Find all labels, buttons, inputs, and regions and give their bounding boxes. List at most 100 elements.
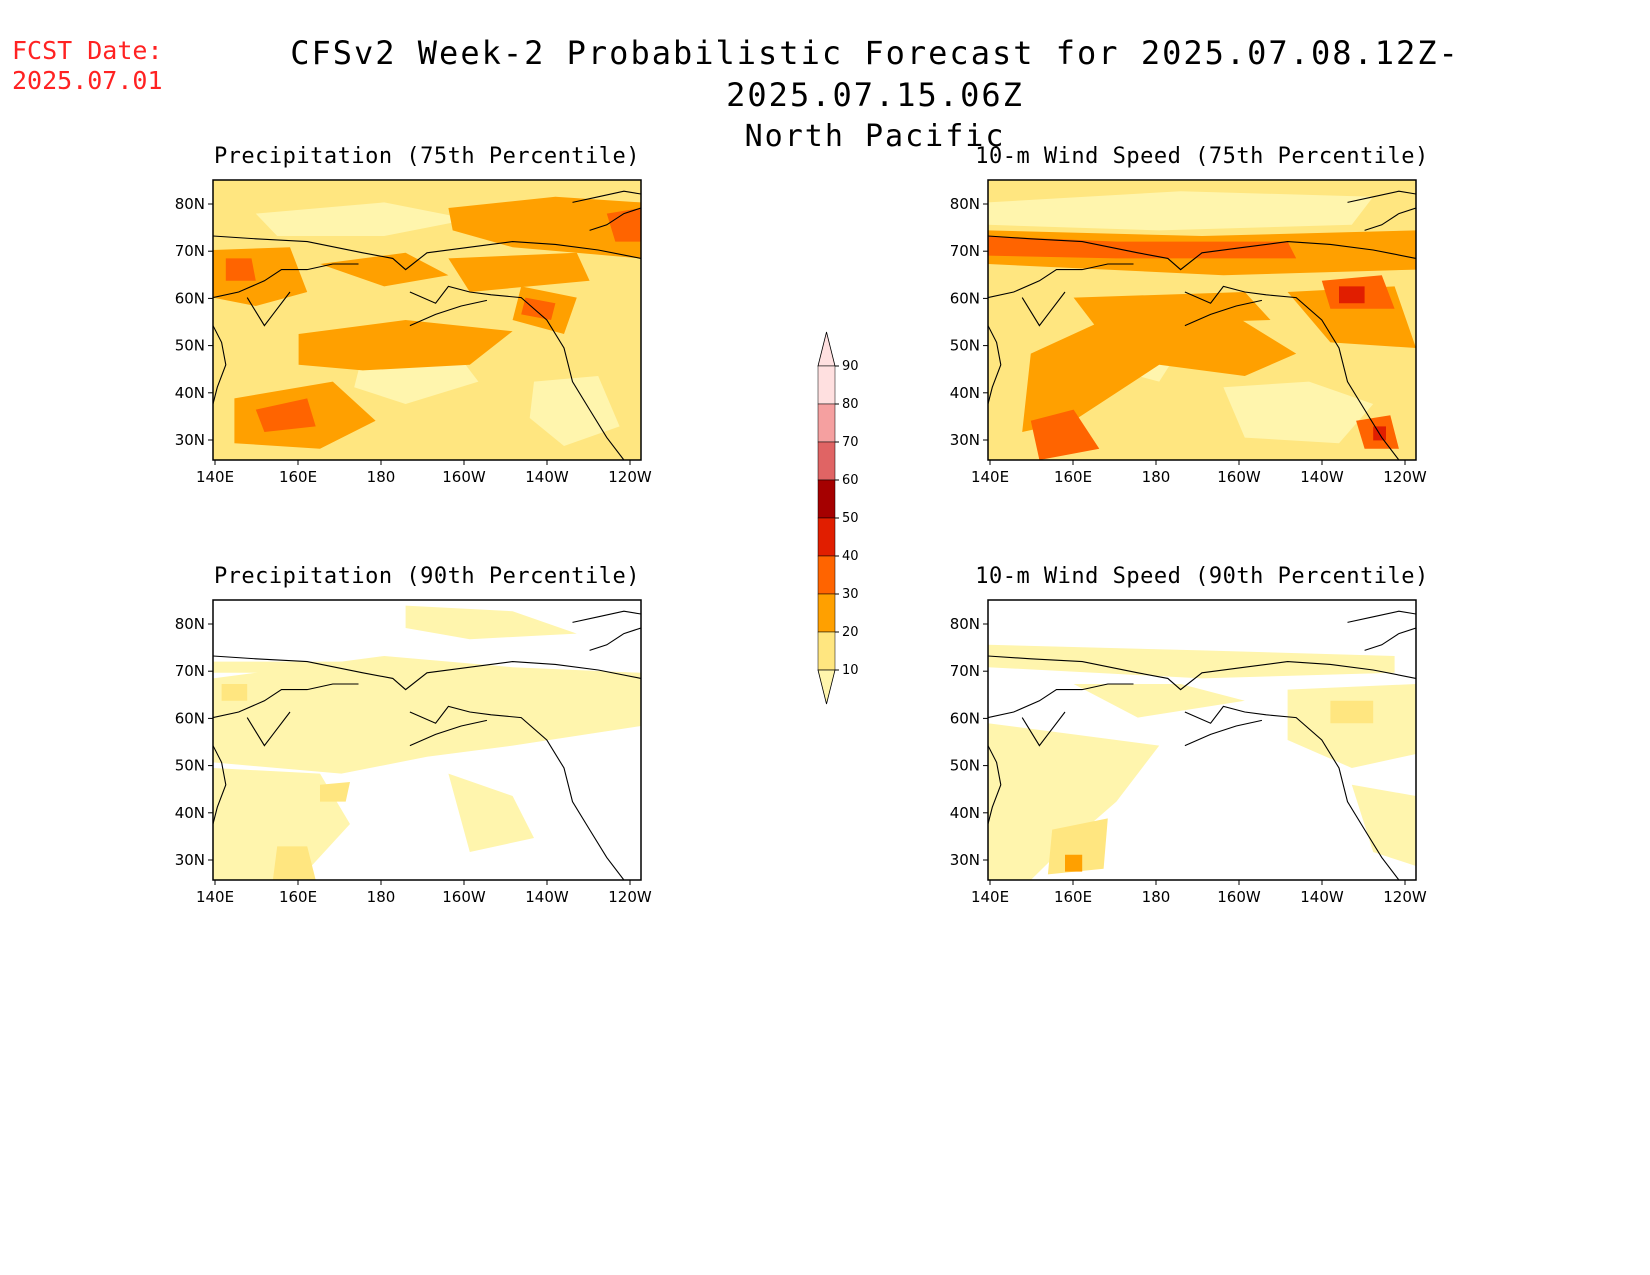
lat-tick-label: 60N bbox=[175, 289, 205, 307]
map-frame bbox=[212, 599, 642, 881]
coastline bbox=[409, 299, 488, 327]
probability-contour bbox=[1223, 381, 1374, 444]
probability-contour bbox=[1330, 700, 1374, 724]
lon-tick-label: 180 bbox=[367, 468, 396, 486]
coastline bbox=[988, 235, 1416, 271]
fcst-date-value: 2025.07.01 bbox=[12, 66, 163, 95]
coastline bbox=[213, 745, 227, 825]
colorbar-segment bbox=[817, 593, 836, 633]
colorbar-label: 40 bbox=[842, 549, 859, 564]
probability-contour bbox=[988, 723, 1160, 880]
colorbar-label: 50 bbox=[842, 511, 859, 526]
probability-contour bbox=[988, 644, 1395, 679]
probability-contour bbox=[1073, 684, 1245, 718]
probability-contour bbox=[1065, 854, 1083, 872]
probability-contour bbox=[1073, 292, 1271, 326]
probability-contour bbox=[320, 782, 350, 802]
lat-tick-label: 70N bbox=[950, 242, 980, 260]
colorbar-label: 60 bbox=[842, 473, 859, 488]
colorbar-label: 30 bbox=[842, 587, 859, 602]
lon-tick-label: 140E bbox=[971, 888, 1009, 906]
lat-tick-label: 60N bbox=[175, 709, 205, 727]
panel-precip-90th: Precipitation (90th Percentile) 80N 70N 60N… bbox=[175, 564, 652, 906]
probability-contour bbox=[1287, 684, 1416, 768]
coastline bbox=[1364, 207, 1416, 231]
lat-tick-label: 80N bbox=[950, 195, 980, 213]
lon-tick-label: 160W bbox=[1217, 888, 1261, 906]
lat-tick-label: 40N bbox=[950, 384, 980, 402]
probability-contour bbox=[521, 297, 556, 320]
coastline bbox=[409, 719, 488, 747]
probability-contour bbox=[213, 656, 641, 774]
lat-tick-label: 80N bbox=[175, 195, 205, 213]
coastline bbox=[409, 285, 625, 460]
lon-tick-label: 160W bbox=[442, 468, 486, 486]
coastline bbox=[589, 207, 641, 231]
lat-tick-label: 70N bbox=[950, 662, 980, 680]
panel-wind-90th: 10-m Wind Speed (90th Percentile) 80N 70N 6… bbox=[950, 564, 1429, 906]
probability-contour bbox=[1030, 409, 1100, 460]
coastline bbox=[246, 291, 291, 327]
lon-tick-label: 160E bbox=[279, 888, 317, 906]
lon-tick-label: 140W bbox=[525, 888, 569, 906]
lat-tick-label: 50N bbox=[175, 757, 205, 775]
colorbar-segment bbox=[817, 479, 836, 519]
panel-wind-75th: 10-m Wind Speed (75th Percentile) 80N 70N 6… bbox=[950, 144, 1429, 486]
coastline bbox=[1184, 299, 1263, 327]
coastline bbox=[246, 711, 291, 747]
lon-tick-label: 160E bbox=[279, 468, 317, 486]
coastline bbox=[988, 683, 1134, 719]
probability-contour bbox=[529, 376, 620, 446]
panel-title: 10-m Wind Speed (75th Percentile) bbox=[975, 144, 1429, 169]
probability-contour bbox=[988, 236, 1297, 259]
fcst-date-label: FCST Date: bbox=[12, 36, 163, 65]
probability-contour bbox=[606, 208, 641, 242]
coastline bbox=[213, 263, 359, 299]
colorbar-segment bbox=[817, 365, 836, 405]
lon-tick-label: 140W bbox=[525, 468, 569, 486]
title-line-1: CFSv2 Week-2 Probabilistic Forecast for … bbox=[290, 34, 1460, 114]
coastline bbox=[988, 263, 1134, 299]
lat-tick-label: 30N bbox=[950, 431, 980, 449]
probability-contour bbox=[1022, 308, 1297, 432]
panel-title: Precipitation (90th Percentile) bbox=[214, 564, 640, 589]
coastline bbox=[988, 745, 1002, 825]
lat-tick-label: 50N bbox=[950, 337, 980, 355]
map-frame bbox=[987, 179, 1417, 461]
lat-tick-label: 80N bbox=[175, 615, 205, 633]
lon-tick-label: 120W bbox=[608, 468, 652, 486]
lon-tick-label: 160W bbox=[442, 888, 486, 906]
lat-tick-label: 80N bbox=[950, 615, 980, 633]
colorbar-segment bbox=[817, 631, 836, 671]
probability-contour bbox=[988, 191, 1374, 231]
probability-contour bbox=[213, 768, 350, 880]
lon-tick-label: 160W bbox=[1217, 468, 1261, 486]
probability-contour bbox=[213, 661, 342, 673]
probability-contour bbox=[255, 202, 470, 236]
lat-tick-label: 60N bbox=[950, 289, 980, 307]
colorbar-bottom-arrow bbox=[817, 669, 836, 705]
lon-tick-label: 180 bbox=[1142, 888, 1171, 906]
coastline bbox=[409, 705, 625, 880]
title-line-2: North Pacific bbox=[744, 119, 1006, 154]
colorbar-segment bbox=[817, 555, 836, 595]
map-field bbox=[988, 180, 1416, 460]
probability-contour bbox=[298, 320, 513, 371]
lon-tick-label: 140E bbox=[196, 468, 234, 486]
lon-tick-label: 120W bbox=[1383, 468, 1427, 486]
lat-tick-label: 70N bbox=[175, 242, 205, 260]
lon-tick-label: 180 bbox=[1142, 468, 1171, 486]
map-frame bbox=[987, 599, 1417, 881]
lon-tick-label: 160E bbox=[1054, 888, 1092, 906]
coastline bbox=[572, 190, 641, 203]
coastline bbox=[213, 655, 641, 691]
coastline bbox=[1347, 190, 1416, 203]
probability-contour bbox=[225, 258, 256, 281]
lat-tick-label: 30N bbox=[175, 851, 205, 869]
probability-contour bbox=[1047, 818, 1108, 875]
lat-tick-label: 70N bbox=[175, 662, 205, 680]
colorbar-legend: 10 20 30 40 50 60 70 80 90 bbox=[817, 331, 859, 705]
figure-title: CFSv2 Week-2 Probabilistic Forecast for … bbox=[195, 32, 1555, 158]
lat-tick-label: 60N bbox=[950, 709, 980, 727]
probability-contour bbox=[221, 684, 248, 701]
